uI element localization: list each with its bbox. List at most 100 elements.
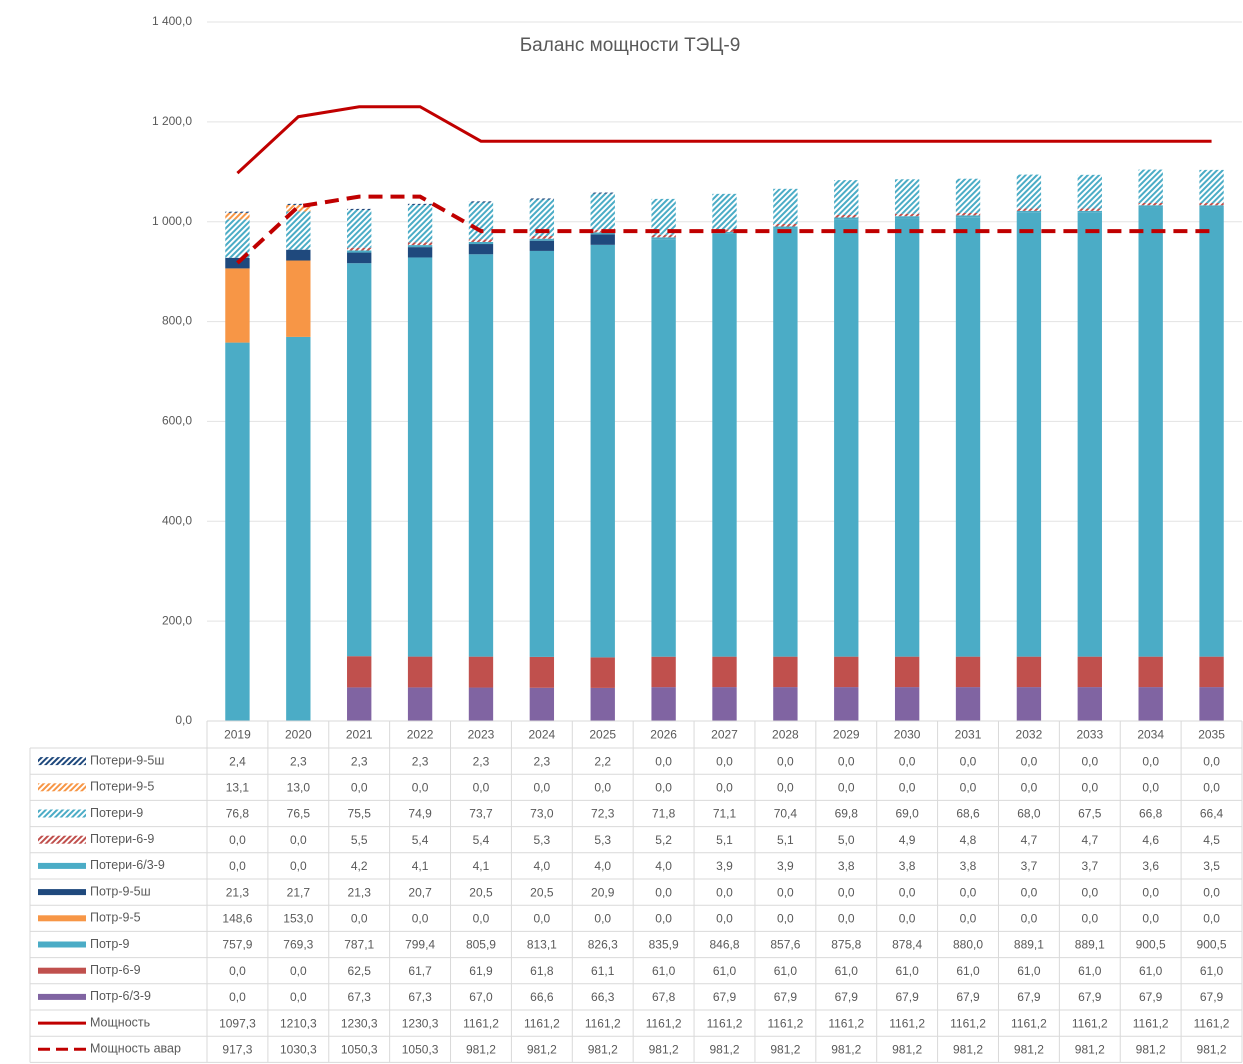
table-value: 4,1: [473, 859, 490, 873]
bar-segment: [955, 656, 981, 688]
bar-segment: [1199, 169, 1224, 204]
bar-segment: [834, 219, 859, 657]
table-value: 0,0: [1081, 780, 1098, 794]
table-value: 2,3: [534, 754, 551, 768]
table-value: 0,0: [838, 780, 855, 794]
bar-segment: [1138, 656, 1163, 688]
bar-segment: [1016, 174, 1042, 209]
table-value: 0,0: [960, 911, 977, 925]
table-value: 0,0: [534, 911, 551, 925]
table-value: 900,5: [1136, 938, 1166, 952]
table-value: 917,3: [222, 1042, 252, 1056]
bar-segment: [834, 217, 859, 220]
table-value: 0,0: [716, 885, 733, 899]
x-tick-label: 2021: [346, 728, 373, 742]
table-value: 61,0: [1017, 964, 1041, 978]
bar-segment: [529, 250, 555, 657]
table-value: 0,0: [960, 754, 977, 768]
table-value: 0,0: [1021, 780, 1038, 794]
table-value: 73,7: [469, 807, 493, 821]
table-value: 0,0: [412, 780, 429, 794]
table-value: 0,0: [1203, 911, 1220, 925]
bar-segment: [225, 342, 250, 721]
bar-segment: [1138, 207, 1163, 657]
table-value: 61,9: [469, 964, 493, 978]
table-value: 0,0: [473, 780, 490, 794]
table-value: 5,0: [838, 833, 855, 847]
x-tick-label: 2025: [589, 728, 616, 742]
table-value: 72,3: [591, 807, 615, 821]
bar-segment: [407, 245, 433, 248]
bar-segment: [651, 656, 676, 688]
bar-segment: [529, 236, 555, 239]
table-value: 787,1: [344, 938, 374, 952]
bar-segment: [651, 237, 676, 240]
legend-label: Потери-6/3-9: [90, 858, 165, 872]
line-series: [236, 194, 1212, 265]
bar-segment: [1077, 656, 1102, 688]
table-value: 67,8: [652, 990, 676, 1004]
bar-segment: [225, 211, 250, 213]
table-value: 61,7: [408, 964, 432, 978]
table-value: 67,9: [1078, 990, 1102, 1004]
bar-segment: [347, 247, 372, 251]
x-tick-label: 2023: [468, 728, 495, 742]
table-value: 68,0: [1017, 807, 1041, 821]
bar-segment: [712, 233, 737, 657]
table-value: 5,5: [351, 833, 368, 847]
table-value: 0,0: [838, 754, 855, 768]
table-value: 2,3: [412, 754, 429, 768]
table-value: 13,1: [226, 780, 250, 794]
legend-key: [38, 993, 86, 1000]
bar-segment: [651, 687, 676, 721]
table-value: 5,3: [594, 833, 611, 847]
legend-label: Мощность: [90, 1015, 150, 1029]
table-value: 2,3: [351, 754, 368, 768]
bar-segment: [347, 208, 372, 211]
table-value: 0,0: [1021, 754, 1038, 768]
bar-segment: [590, 193, 615, 230]
table-value: 67,3: [408, 990, 432, 1004]
bar-segment: [1016, 212, 1042, 657]
table-value: 981,2: [649, 1042, 679, 1056]
table-value: 846,8: [709, 938, 739, 952]
table-value: 67,9: [774, 990, 798, 1004]
bar-segment: [1138, 202, 1163, 206]
bar-segment: [1016, 208, 1042, 211]
table-value: 1161,2: [585, 1016, 621, 1030]
table-value: 1161,2: [767, 1016, 803, 1030]
x-tick-label: 2031: [955, 728, 982, 742]
table-value: 4,0: [534, 859, 551, 873]
table-value: 0,0: [1203, 754, 1220, 768]
table-value: 4,7: [1021, 833, 1038, 847]
bar-segment: [529, 238, 555, 241]
bar-segment: [1199, 203, 1224, 206]
table-value: 61,8: [530, 964, 554, 978]
table-value: 0,0: [899, 911, 916, 925]
table-value: 0,0: [1142, 780, 1159, 794]
table-value: 1161,2: [524, 1016, 560, 1030]
table-value: 981,2: [1197, 1042, 1227, 1056]
legend-label: Потери-9-5: [90, 780, 154, 794]
table-value: 0,0: [716, 780, 733, 794]
table-value: 981,2: [892, 1042, 922, 1056]
bar-segment: [468, 241, 494, 245]
table-value: 0,0: [716, 911, 733, 925]
table-value: 1210,3: [280, 1016, 317, 1030]
table-value: 0,0: [838, 885, 855, 899]
table-value: 2,3: [473, 754, 490, 768]
table-value: 4,7: [1081, 833, 1098, 847]
bar-segment: [407, 204, 433, 243]
table-value: 2,2: [594, 754, 611, 768]
table-value: 757,9: [222, 938, 252, 952]
bar-segment: [834, 687, 859, 721]
table-value: 799,4: [405, 938, 435, 952]
bar-segment: [590, 192, 615, 194]
table-value: 826,3: [588, 938, 618, 952]
y-tick-label: 600,0: [162, 414, 192, 428]
legend-label: Потр-6-9: [90, 963, 141, 977]
table-value: 805,9: [466, 938, 496, 952]
table-value: 0,0: [1142, 885, 1159, 899]
table-value: 148,6: [222, 911, 252, 925]
bar-segment: [225, 219, 250, 258]
